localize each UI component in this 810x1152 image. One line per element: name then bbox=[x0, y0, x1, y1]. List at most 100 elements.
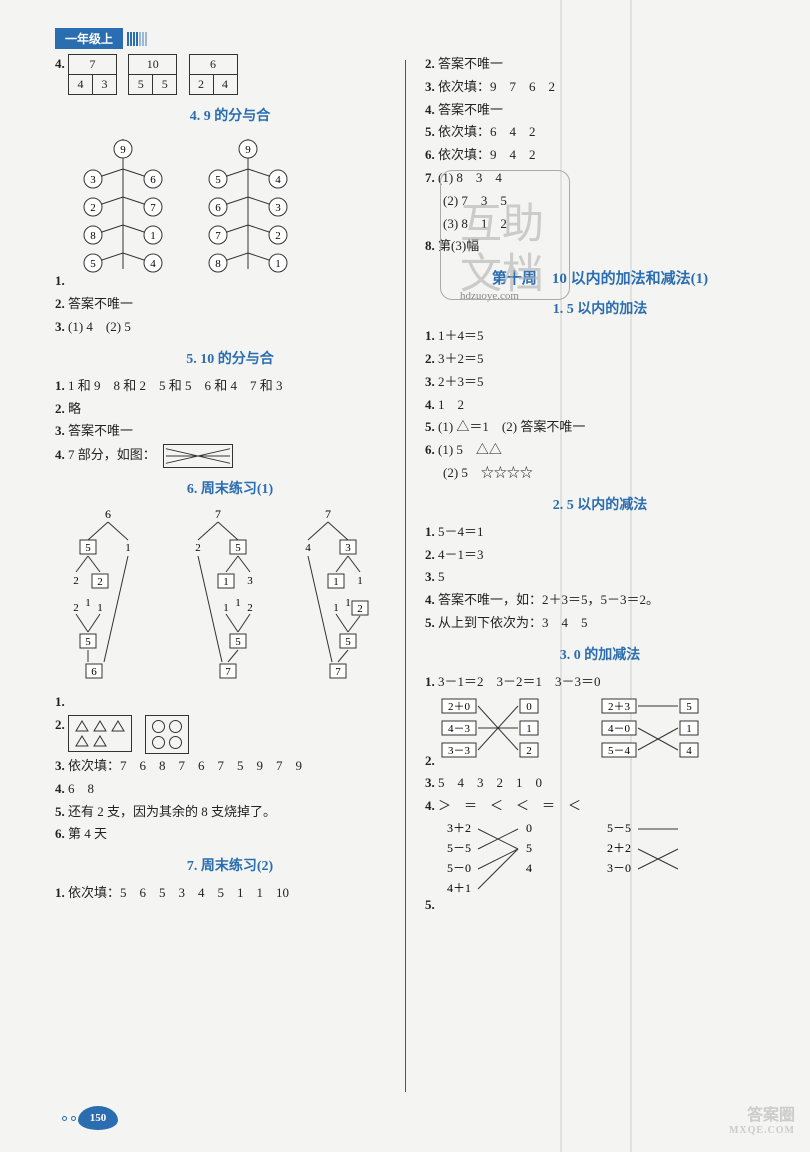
svg-text:5－4: 5－4 bbox=[608, 745, 630, 757]
svg-text:5－5: 5－5 bbox=[607, 821, 631, 835]
svg-text:7: 7 bbox=[325, 507, 331, 521]
svg-text:1: 1 bbox=[276, 258, 282, 270]
svg-text:1: 1 bbox=[223, 576, 229, 588]
tree67-row: 1. 6 5 1 2 2 211 5 6 7 2 5 bbox=[55, 506, 405, 713]
svg-text:9: 9 bbox=[246, 144, 252, 156]
split-table: 10 55 bbox=[128, 54, 177, 95]
svg-text:6: 6 bbox=[91, 666, 97, 678]
svg-text:1: 1 bbox=[526, 723, 532, 735]
svg-text:3: 3 bbox=[247, 575, 253, 587]
svg-text:4＋1: 4＋1 bbox=[447, 881, 471, 895]
heading-5sub: 2. 5 以内的减法 bbox=[425, 494, 775, 514]
svg-text:1: 1 bbox=[85, 597, 91, 609]
svg-text:7: 7 bbox=[216, 230, 222, 242]
q-num: 4. bbox=[55, 56, 65, 71]
svg-text:2: 2 bbox=[73, 575, 79, 587]
svg-text:2＋2: 2＋2 bbox=[607, 841, 631, 855]
page-number-badge: 150 bbox=[78, 1106, 118, 1130]
svg-text:3: 3 bbox=[345, 542, 351, 554]
svg-text:2＋0: 2＋0 bbox=[448, 701, 470, 713]
svg-text:5－5: 5－5 bbox=[447, 841, 471, 855]
heading-49: 4. 9 的分与合 bbox=[55, 105, 405, 125]
svg-text:2: 2 bbox=[276, 230, 282, 242]
svg-text:3: 3 bbox=[90, 174, 96, 186]
svg-text:7: 7 bbox=[225, 666, 231, 678]
svg-text:2: 2 bbox=[357, 603, 363, 615]
tree-left: 9 3 6 2 7 8 1 5 4 bbox=[68, 139, 178, 279]
svg-text:8: 8 bbox=[216, 258, 222, 270]
svg-text:3－3: 3－3 bbox=[448, 745, 470, 757]
svg-text:6: 6 bbox=[105, 507, 111, 521]
svg-text:5－0: 5－0 bbox=[447, 861, 471, 875]
svg-text:2: 2 bbox=[73, 602, 79, 614]
page-number: 150 bbox=[60, 1106, 118, 1130]
svg-text:5: 5 bbox=[235, 636, 241, 648]
heading-61: 6. 周末练习(1) bbox=[55, 478, 405, 498]
svg-text:9: 9 bbox=[120, 144, 126, 156]
watermark-url: hdzuoye.com bbox=[460, 290, 519, 302]
corner-brand: 答案圈 bbox=[729, 1106, 795, 1125]
svg-text:5: 5 bbox=[526, 841, 532, 855]
rect-7parts bbox=[163, 444, 233, 468]
corner-url: MXQE.COM bbox=[729, 1125, 795, 1137]
svg-text:2: 2 bbox=[97, 576, 103, 588]
svg-text:7: 7 bbox=[335, 666, 341, 678]
svg-text:8: 8 bbox=[90, 230, 96, 242]
match-diagram-2: 2＋0 4－3 3－3 0 1 2 2＋3 4－0 5－4 5 1 4 bbox=[438, 695, 738, 765]
svg-text:1: 1 bbox=[345, 597, 351, 609]
shapes-row: 2. bbox=[55, 715, 405, 754]
heading-0: 3. 0 的加减法 bbox=[425, 644, 775, 664]
split-table: 7 43 bbox=[68, 54, 117, 95]
tree9-row: 1. 9 3 6 2 7 8 1 bbox=[55, 133, 405, 292]
svg-text:2＋3: 2＋3 bbox=[608, 701, 630, 713]
svg-text:1: 1 bbox=[125, 542, 131, 554]
heading-72: 7. 周末练习(2) bbox=[55, 855, 405, 875]
svg-text:4: 4 bbox=[305, 542, 311, 554]
svg-text:1: 1 bbox=[357, 575, 363, 587]
svg-text:3: 3 bbox=[276, 202, 282, 214]
svg-text:5: 5 bbox=[85, 542, 91, 554]
svg-text:4－0: 4－0 bbox=[608, 723, 630, 735]
column-divider bbox=[405, 60, 406, 1092]
svg-text:0: 0 bbox=[526, 701, 532, 713]
svg-text:5: 5 bbox=[235, 542, 241, 554]
svg-text:4: 4 bbox=[276, 174, 282, 186]
svg-text:1: 1 bbox=[150, 230, 156, 242]
right-column: 2. 答案不唯一 3. 依次填：9 7 6 2 4. 答案不唯一 5. 依次填：… bbox=[425, 30, 775, 918]
svg-text:1: 1 bbox=[686, 723, 692, 735]
svg-text:0: 0 bbox=[526, 821, 532, 835]
circles-box bbox=[145, 715, 189, 754]
corner-watermark: 答案圈 MXQE.COM bbox=[729, 1106, 795, 1137]
svg-text:2: 2 bbox=[195, 542, 201, 554]
svg-text:3－0: 3－0 bbox=[607, 861, 631, 875]
svg-text:5: 5 bbox=[85, 636, 91, 648]
svg-text:4: 4 bbox=[150, 258, 156, 270]
svg-text:7: 7 bbox=[215, 507, 221, 521]
tree67-diagram: 6 5 1 2 2 211 5 6 7 2 5 1 3 bbox=[68, 506, 388, 706]
q4-row: 4. 7 43 10 55 6 24 bbox=[55, 54, 405, 95]
svg-text:1: 1 bbox=[223, 602, 229, 614]
svg-text:1: 1 bbox=[333, 576, 339, 588]
svg-text:5: 5 bbox=[686, 701, 692, 713]
svg-text:4: 4 bbox=[526, 861, 532, 875]
svg-text:6: 6 bbox=[150, 174, 156, 186]
heading-510: 5. 10 的分与合 bbox=[55, 348, 405, 368]
match-diagram-5: 3＋2 5－5 5－0 4＋1 0 5 4 5－5 2＋2 3－0 bbox=[438, 819, 738, 909]
svg-text:4: 4 bbox=[686, 745, 692, 757]
svg-text:5: 5 bbox=[216, 174, 222, 186]
svg-text:1: 1 bbox=[333, 602, 339, 614]
svg-text:2: 2 bbox=[90, 202, 96, 214]
q-num: 1. bbox=[55, 273, 65, 288]
svg-text:1: 1 bbox=[97, 602, 103, 614]
svg-text:5: 5 bbox=[345, 636, 351, 648]
tree-right: 9 5 4 6 3 7 2 8 1 bbox=[193, 139, 303, 279]
match-5: 5. 3＋2 5－5 5－0 4＋1 0 5 4 5－5 2＋2 3－0 bbox=[425, 819, 775, 916]
svg-text:1: 1 bbox=[235, 597, 241, 609]
left-column: 4. 7 43 10 55 6 24 4. 9 的分与合 1. 9 bbox=[55, 30, 405, 918]
watermark-box bbox=[440, 170, 570, 300]
svg-text:4－3: 4－3 bbox=[448, 723, 470, 735]
match-2: 2. 2＋0 4－3 3－3 0 1 2 2＋3 4－0 5－4 5 1 4 bbox=[425, 695, 775, 772]
svg-text:6: 6 bbox=[216, 202, 222, 214]
svg-text:2: 2 bbox=[247, 602, 253, 614]
split-table: 6 24 bbox=[189, 54, 238, 95]
